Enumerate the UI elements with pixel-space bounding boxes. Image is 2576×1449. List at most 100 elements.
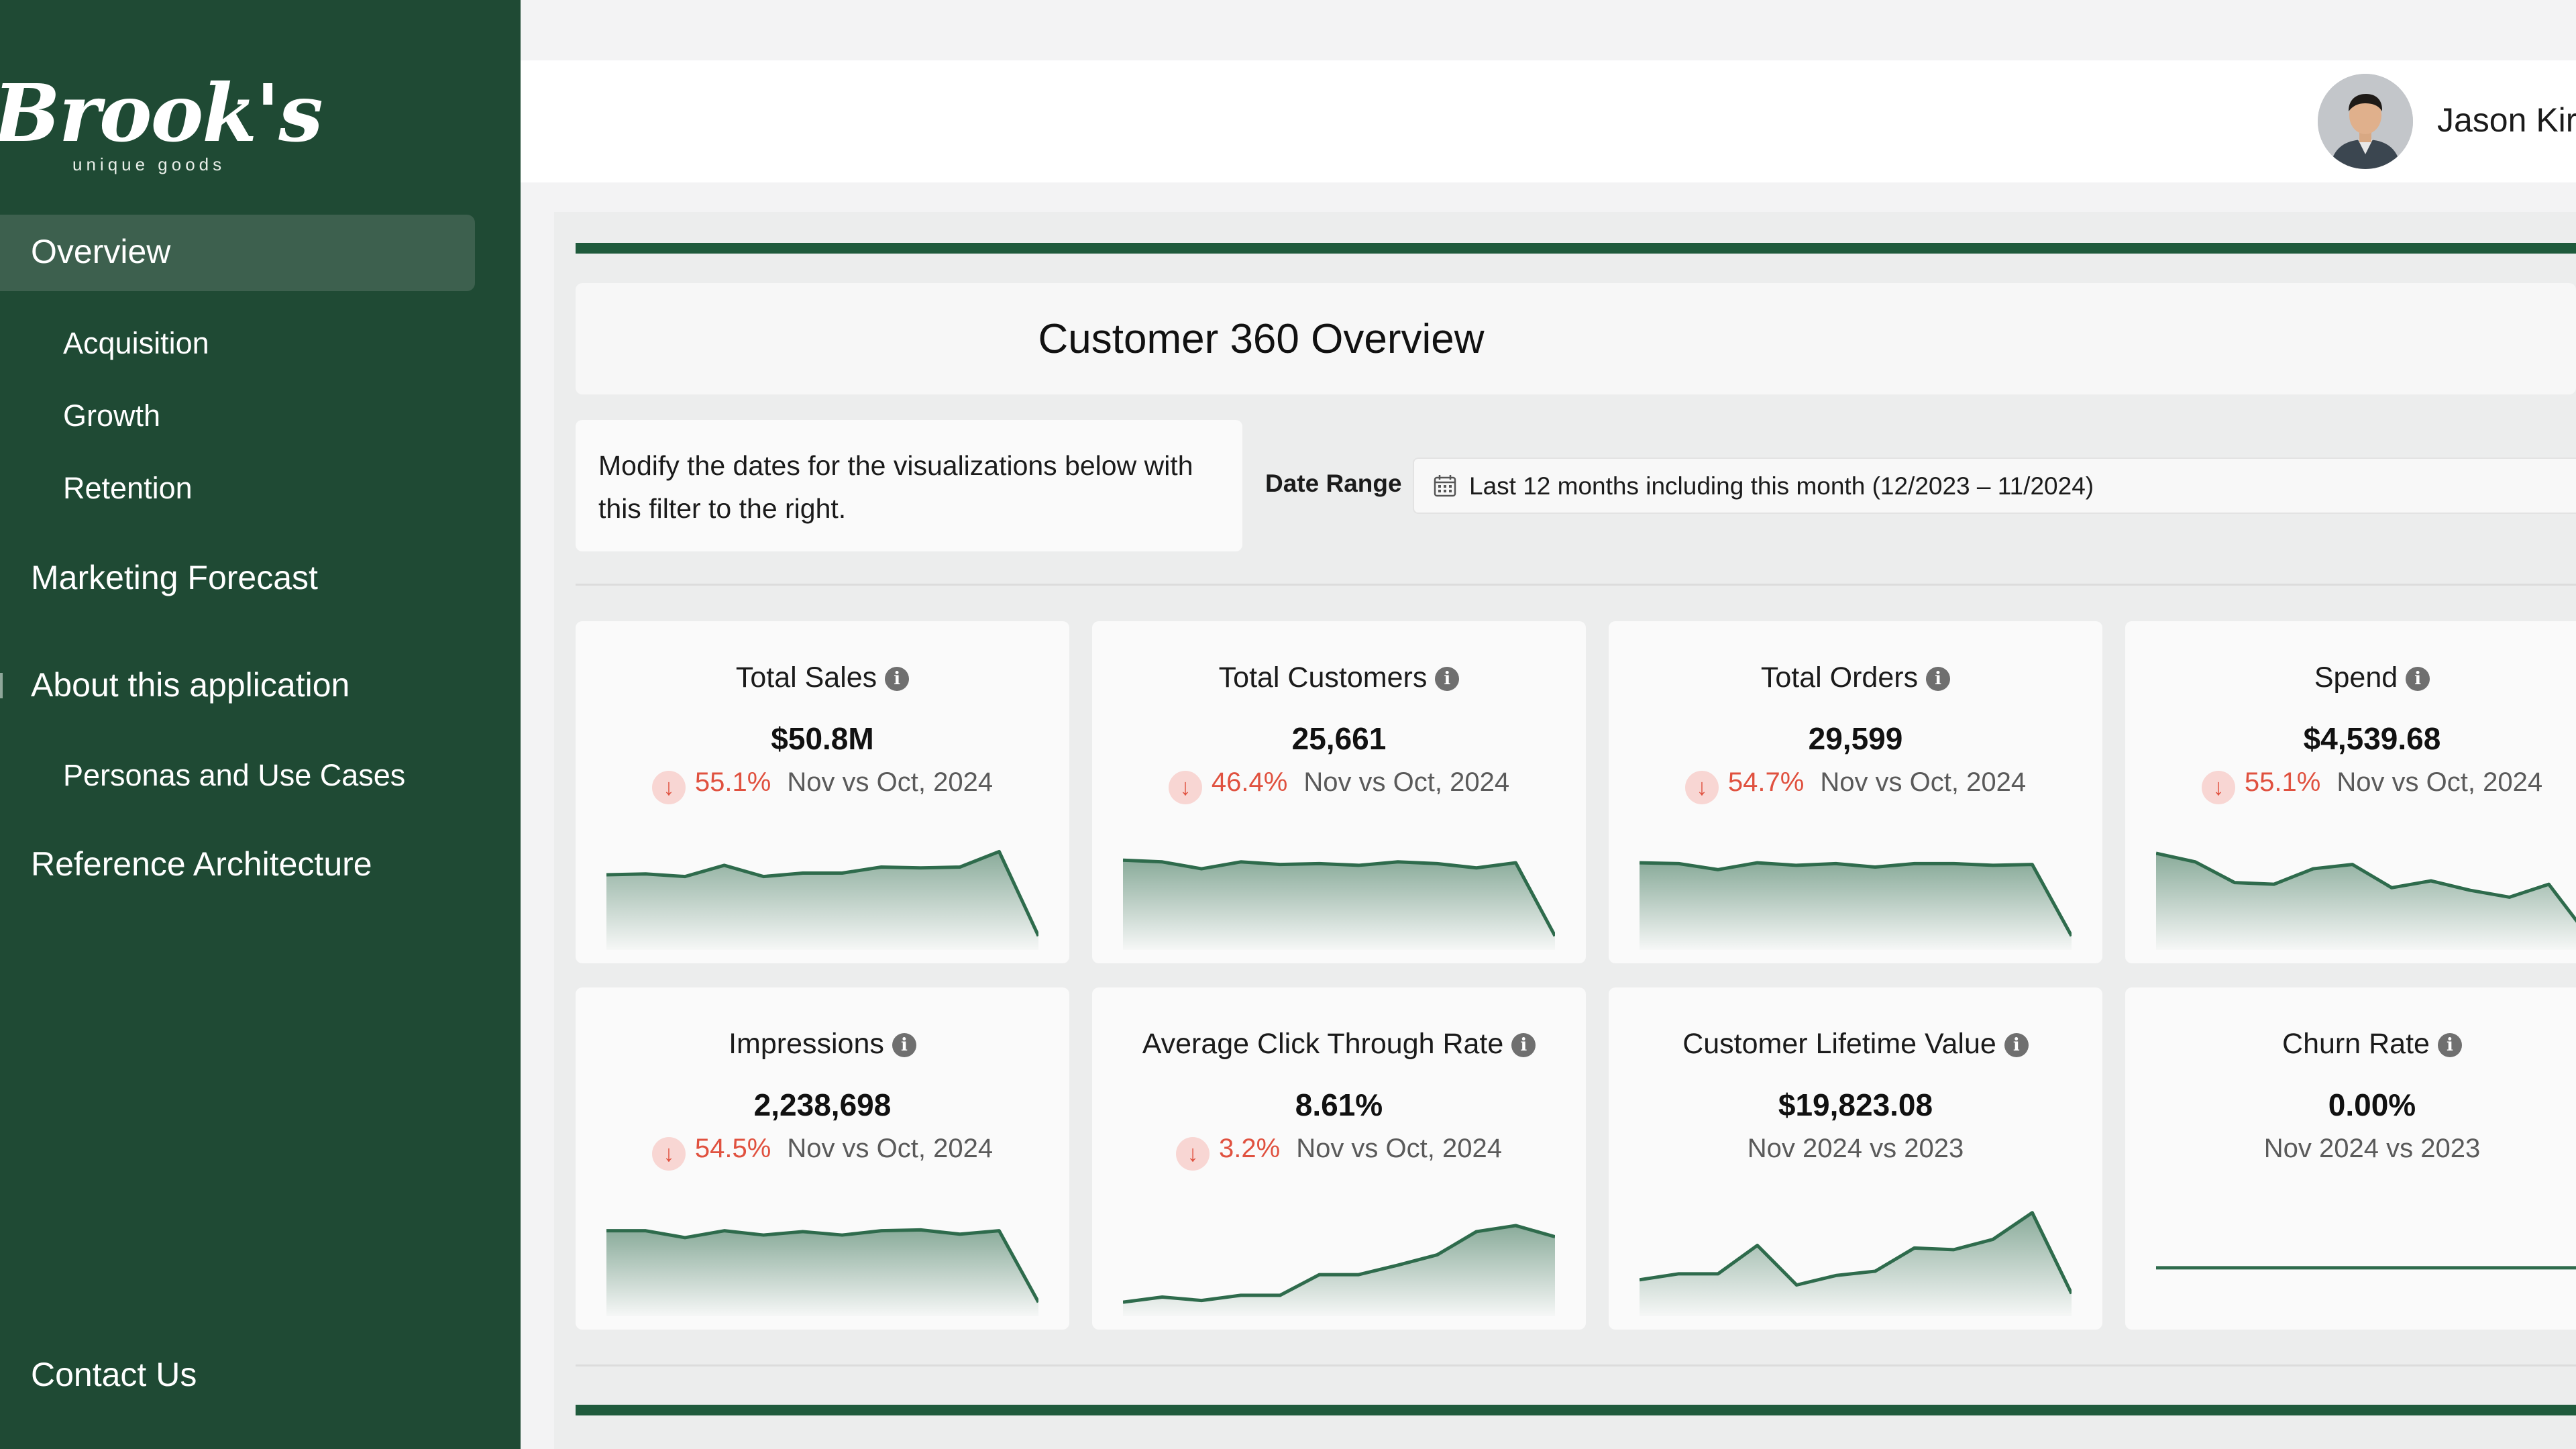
- kpi-sparkline[interactable]: [606, 1202, 1038, 1316]
- info-icon[interactable]: i: [1435, 667, 1460, 691]
- kpi-card-total-sales: Total Sales i $50.8M ↓ 55.1% Nov vs Oct, 2024: [576, 621, 1069, 963]
- kpi-delta-pct: 54.5%: [694, 1134, 771, 1163]
- sparkline-area: [1123, 860, 1555, 950]
- kpi-sparkline[interactable]: [2156, 836, 2576, 950]
- kpi-title-text: Total Customers: [1218, 661, 1428, 694]
- nav-item-personas[interactable]: Personas and Use Cases: [63, 758, 406, 792]
- kpi-title-text: Average Click Through Rate: [1142, 1028, 1504, 1060]
- nav-item-about[interactable]: About this application: [31, 666, 350, 704]
- sparkline-area: [606, 851, 1038, 950]
- title-panel: Customer 360 Overview: [576, 283, 2576, 394]
- kpi-title: Total Customers i: [1092, 661, 1586, 694]
- kpi-comparison: Nov 2024 vs 2023: [1747, 1134, 1964, 1163]
- sidebar: Brook's unique goods Overview Acquisitio…: [0, 0, 521, 1449]
- kpi-sparkline[interactable]: [1123, 1202, 1555, 1316]
- sparkline-line: [1123, 1224, 1555, 1304]
- brand-name: Brook's: [0, 66, 323, 160]
- kpi-comparison: Nov 2024 vs 2023: [2263, 1134, 2481, 1163]
- kpi-comparison: Nov vs Oct, 2024: [787, 767, 994, 797]
- info-icon[interactable]: i: [2004, 1033, 2029, 1057]
- kpi-comparison: Nov vs Oct, 2024: [2337, 767, 2543, 797]
- nav-active-highlight: [0, 215, 475, 291]
- user-name[interactable]: Jason Kir: [2437, 101, 2576, 139]
- kpi-title-text: Total Orders: [1760, 661, 1919, 694]
- sparkline-area: [1640, 1212, 2072, 1316]
- nav-item-retention[interactable]: Retention: [63, 471, 193, 505]
- kpi-sparkline[interactable]: [2156, 1202, 2576, 1316]
- kpi-value: 25,661: [1291, 721, 1387, 756]
- kpi-card-average-click-through-rate: Average Click Through Rate i 8.61% ↓ 3.2% Nov…: [1092, 987, 1586, 1330]
- kpi-delta-pct: 54.7%: [1727, 767, 1805, 797]
- kpi-title-text: Impressions: [729, 1028, 884, 1060]
- kpi-sparkline[interactable]: [606, 836, 1038, 950]
- nav-item-growth[interactable]: Growth: [63, 398, 161, 433]
- kpi-title: Total Orders i: [1609, 661, 2102, 694]
- section-indicator: [0, 673, 3, 698]
- nav-item-reference-architecture[interactable]: Reference Architecture: [31, 845, 372, 883]
- kpi-card-churn-rate: Churn Rate i 0.00% Nov 2024 vs 2023: [2125, 987, 2576, 1330]
- kpi-sparkline[interactable]: [1123, 836, 1555, 950]
- kpi-sparkline[interactable]: [1640, 1202, 2072, 1316]
- nav-item-contact-us[interactable]: Contact Us: [31, 1356, 197, 1393]
- kpi-delta-pct: 3.2%: [1219, 1134, 1281, 1163]
- kpi-delta: ↓ 3.2% Nov vs Oct, 2024: [1092, 1134, 1586, 1171]
- filter-hint-text: Modify the dates for the visualizations …: [598, 450, 1193, 524]
- date-range-label: Date Range: [1265, 470, 1402, 497]
- arrow-down-icon: ↓: [1684, 771, 1719, 804]
- date-range-picker[interactable]: Last 12 months including this month (12/…: [1413, 458, 2576, 514]
- kpi-value: $50.8M: [771, 721, 874, 756]
- kpi-sparkline[interactable]: [1640, 836, 2072, 950]
- kpi-card-spend: Spend i $4,539.68 ↓ 55.1% Nov vs Oct, 2024: [2125, 621, 2576, 963]
- sparkline-line: [606, 849, 1038, 937]
- kpi-title: Spend i: [2125, 661, 2576, 694]
- kpi-delta: ↓ 46.4% Nov vs Oct, 2024: [1092, 767, 1586, 804]
- brand-tagline: unique goods: [72, 154, 226, 174]
- calendar-icon: [1434, 475, 1456, 497]
- kpi-value: 0.00%: [2328, 1087, 2416, 1122]
- kpi-delta: Nov 2024 vs 2023: [2125, 1134, 2576, 1164]
- arrow-down-icon: ↓: [1168, 771, 1202, 804]
- arrow-down-icon: ↓: [1176, 1137, 1210, 1171]
- nav-item-marketing-forecast[interactable]: Marketing Forecast: [31, 559, 318, 596]
- sparkline-line: [1640, 1211, 2072, 1295]
- sparkline-area: [1123, 1225, 1555, 1316]
- kpi-title: Customer Lifetime Value i: [1609, 1028, 2102, 1061]
- nav-item-overview[interactable]: Overview: [31, 233, 171, 270]
- kpi-title-text: Customer Lifetime Value: [1682, 1028, 1996, 1060]
- info-icon[interactable]: i: [1926, 667, 1951, 691]
- page-title: Customer 360 Overview: [1038, 316, 1485, 362]
- kpi-card-customer-lifetime-value: Customer Lifetime Value i $19,823.08 Nov 20…: [1609, 987, 2102, 1330]
- kpi-value: 8.61%: [1295, 1087, 1383, 1122]
- sparkline-line: [2156, 851, 2576, 923]
- avatar-portrait-icon: [2318, 74, 2413, 169]
- sparkline-line: [606, 1228, 1038, 1303]
- kpi-delta-pct: 55.1%: [694, 767, 771, 797]
- kpi-delta: Nov 2024 vs 2023: [1609, 1134, 2102, 1164]
- info-icon[interactable]: i: [1511, 1033, 1536, 1057]
- kpi-title: Total Sales i: [576, 661, 1069, 694]
- section-divider-bottom: [576, 1364, 2576, 1366]
- section-bottom-accent: [576, 1405, 2576, 1415]
- kpi-value: 2,238,698: [753, 1087, 892, 1122]
- sparkline-area: [2156, 853, 2576, 950]
- sparkline-area: [1640, 863, 2072, 950]
- nav-item-acquisition[interactable]: Acquisition: [63, 326, 209, 360]
- info-icon[interactable]: i: [892, 1033, 916, 1057]
- kpi-delta: ↓ 54.7% Nov vs Oct, 2024: [1609, 767, 2102, 804]
- arrow-down-icon: ↓: [2201, 771, 2235, 804]
- kpi-value: 29,599: [1808, 721, 1903, 756]
- sparkline-line: [1123, 858, 1555, 937]
- info-icon[interactable]: i: [2437, 1033, 2462, 1057]
- user-avatar[interactable]: [2318, 74, 2413, 169]
- info-icon[interactable]: i: [2406, 667, 2430, 691]
- kpi-title-text: Spend: [2314, 661, 2398, 694]
- kpi-card-total-orders: Total Orders i 29,599 ↓ 54.7% Nov vs Oct, 202…: [1609, 621, 2102, 963]
- kpi-delta-pct: 55.1%: [2244, 767, 2321, 797]
- section-top-accent: [576, 243, 2576, 254]
- info-icon[interactable]: i: [885, 667, 910, 691]
- kpi-title-text: Total Sales: [735, 661, 877, 694]
- kpi-title: Average Click Through Rate i: [1092, 1028, 1586, 1061]
- kpi-delta: ↓ 54.5% Nov vs Oct, 2024: [576, 1134, 1069, 1171]
- kpi-value: $4,539.68: [2303, 721, 2441, 756]
- arrow-down-icon: ↓: [651, 1137, 686, 1171]
